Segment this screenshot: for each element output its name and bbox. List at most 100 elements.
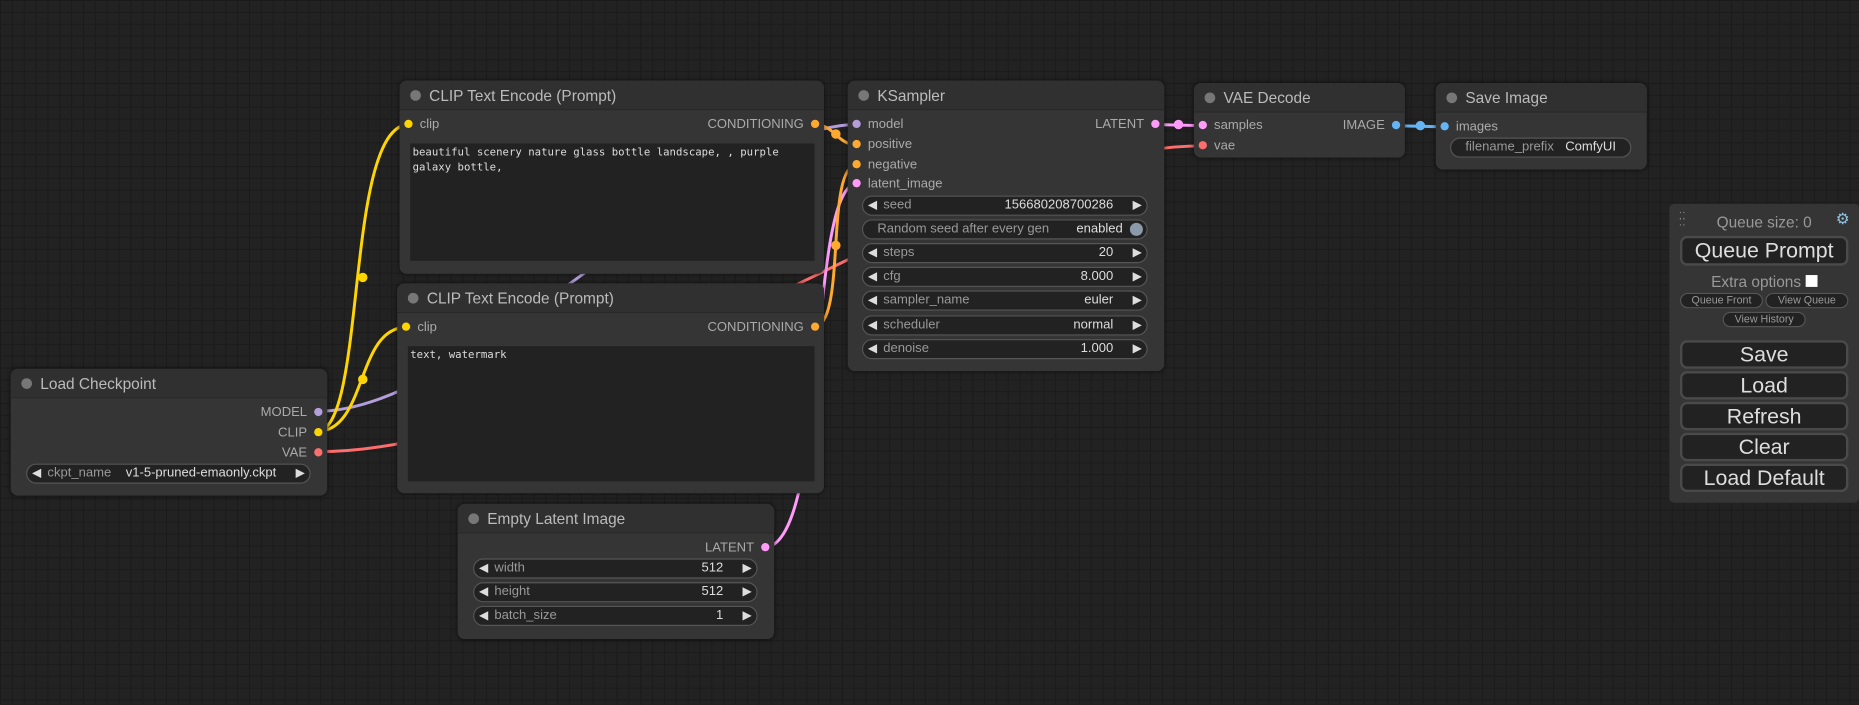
arrow-right-icon[interactable]: ▶ (742, 585, 752, 599)
denoise-widget[interactable]: ◀ denoise 1.000 ▶ (861, 338, 1148, 359)
link-center[interactable] (358, 374, 368, 385)
node-title[interactable]: CLIP Text Encode (Prompt) (397, 283, 824, 313)
height-widget[interactable]: ◀ height 512 ▶ (473, 582, 758, 603)
widget-label: ckpt_name (47, 465, 112, 481)
arrow-right-icon[interactable]: ▶ (1132, 294, 1142, 308)
arrow-right-icon[interactable]: ▶ (1132, 270, 1142, 284)
collapse-dot-icon[interactable] (858, 90, 870, 101)
arrow-left-icon[interactable]: ◀ (32, 467, 42, 481)
arrow-left-icon[interactable]: ◀ (867, 294, 877, 308)
slot-label: positive (867, 137, 913, 152)
output-latent[interactable]: LATENT (705, 539, 774, 556)
widget-value: 20 (1098, 245, 1114, 260)
node-empty-latent-image[interactable]: Empty Latent Image LATENT ◀ width 512 ▶ ◀ hei… (457, 503, 775, 640)
output-model[interactable]: MODEL (261, 404, 328, 421)
collapse-dot-icon[interactable] (1204, 92, 1216, 104)
input-negative[interactable]: negative (848, 156, 917, 173)
node-title[interactable]: KSampler (847, 80, 1165, 111)
collapse-dot-icon[interactable] (1446, 92, 1458, 104)
arrow-right-icon[interactable]: ▶ (1132, 342, 1142, 356)
arrow-left-icon[interactable]: ◀ (867, 199, 877, 213)
arrow-left-icon[interactable]: ◀ (867, 270, 877, 284)
collapse-dot-icon[interactable] (468, 513, 479, 525)
slot-label: CONDITIONING (707, 320, 804, 335)
scheduler-widget[interactable]: ◀ scheduler normal ▶ (861, 314, 1148, 336)
arrow-left-icon[interactable]: ◀ (478, 609, 489, 623)
node-clip-text-encode-negative[interactable]: CLIP Text Encode (Prompt) clip CONDITION… (397, 283, 824, 494)
sampler-name-widget[interactable]: ◀ sampler_name euler ▶ (861, 290, 1148, 312)
queue-prompt-button[interactable]: Queue Prompt (1679, 235, 1849, 266)
arrow-left-icon[interactable]: ◀ (478, 585, 489, 599)
slot-label: VAE (281, 445, 308, 461)
clear-button[interactable]: Clear (1679, 432, 1849, 462)
node-save-image[interactable]: Save Image images filename_prefix ComfyUI (1435, 82, 1647, 170)
node-load-checkpoint[interactable]: Load Checkpoint MODEL CLIP VAE ◀ ckpt_nam… (10, 368, 328, 496)
output-image[interactable]: IMAGE (1343, 117, 1405, 134)
link-center[interactable] (831, 240, 841, 251)
extra-options: Extra options (1669, 273, 1859, 290)
node-title[interactable]: VAE Decode (1193, 82, 1405, 113)
title-text: Save Image (1465, 88, 1548, 107)
seed-widget[interactable]: ◀ seed 156680208700286 ▶ (861, 195, 1148, 216)
node-ksampler[interactable]: KSampler model positive negative latent_… (847, 80, 1165, 372)
arrow-right-icon[interactable]: ▶ (1132, 246, 1142, 260)
extra-options-checkbox[interactable] (1805, 275, 1818, 287)
input-vae[interactable]: vae (1194, 138, 1235, 155)
collapse-dot-icon[interactable] (407, 292, 419, 304)
input-latent-image[interactable]: latent_image (848, 175, 943, 192)
node-vae-decode[interactable]: VAE Decode samples vae IMAGE (1193, 82, 1405, 158)
link-center[interactable] (1173, 119, 1184, 130)
input-clip[interactable]: clip (397, 319, 437, 336)
node-clip-text-encode-positive[interactable]: CLIP Text Encode (Prompt) clip CONDITION… (399, 80, 824, 274)
node-title[interactable]: Load Checkpoint (10, 368, 328, 399)
refresh-button[interactable]: Refresh (1679, 401, 1849, 431)
output-conditioning[interactable]: CONDITIONING (707, 319, 824, 336)
batch-size-widget[interactable]: ◀ batch_size 1 ▶ (473, 605, 758, 626)
arrow-right-icon[interactable]: ▶ (1132, 199, 1142, 213)
prompt-textarea[interactable]: text, watermark (407, 346, 815, 482)
arrow-right-icon[interactable]: ▶ (1132, 318, 1142, 332)
output-clip[interactable]: CLIP (278, 424, 327, 441)
random-seed-toggle[interactable]: Random seed after every gen enabled (861, 219, 1148, 240)
output-latent[interactable]: LATENT (1095, 116, 1164, 133)
link-center[interactable] (358, 272, 368, 283)
load-button[interactable]: Load (1679, 371, 1849, 400)
arrow-left-icon[interactable]: ◀ (867, 342, 877, 356)
link-center[interactable] (831, 129, 841, 139)
arrow-right-icon[interactable]: ▶ (742, 609, 752, 623)
input-images[interactable]: images (1436, 119, 1498, 136)
node-title[interactable]: Empty Latent Image (457, 503, 775, 534)
collapse-dot-icon[interactable] (410, 90, 421, 101)
load-default-button[interactable]: Load Default (1679, 463, 1849, 493)
drag-handle-icon[interactable]: ⁚⁚ ⁚⁚ (1678, 209, 1686, 228)
arrow-right-icon[interactable]: ▶ (295, 467, 305, 481)
collapse-dot-icon[interactable] (21, 378, 33, 389)
link-center[interactable] (1415, 120, 1426, 131)
save-button[interactable]: Save (1679, 340, 1849, 369)
width-widget[interactable]: ◀ width 512 ▶ (473, 558, 758, 579)
input-samples[interactable]: samples (1194, 117, 1263, 134)
arrow-left-icon[interactable]: ◀ (478, 561, 489, 576)
steps-widget[interactable]: ◀ steps 20 ▶ (861, 243, 1148, 264)
arrow-left-icon[interactable]: ◀ (867, 318, 877, 332)
settings-gear-icon[interactable]: ⚙ (1835, 209, 1850, 228)
slot-label: CONDITIONING (707, 117, 804, 132)
ckpt-name-combo[interactable]: ◀ ckpt_name v1-5-pruned-emaonly.ckpt ▶ (26, 463, 311, 484)
node-title[interactable]: Save Image (1435, 82, 1647, 113)
widget-label: filename_prefix (1465, 139, 1554, 155)
output-conditioning[interactable]: CONDITIONING (707, 116, 824, 133)
filename-prefix-input[interactable]: filename_prefix ComfyUI (1449, 137, 1632, 158)
input-clip[interactable]: clip (400, 116, 439, 133)
input-model[interactable]: model (848, 116, 903, 133)
output-vae[interactable]: VAE (282, 445, 327, 462)
arrow-right-icon[interactable]: ▶ (742, 561, 752, 576)
arrow-left-icon[interactable]: ◀ (867, 246, 877, 260)
input-positive[interactable]: positive (848, 136, 912, 153)
view-queue-button[interactable]: View Queue (1765, 292, 1849, 309)
prompt-textarea[interactable]: beautiful scenery nature glass bottle la… (410, 143, 815, 261)
queue-front-button[interactable]: Queue Front (1679, 292, 1763, 309)
cfg-widget[interactable]: ◀ cfg 8.000 ▶ (861, 266, 1148, 288)
node-title[interactable]: CLIP Text Encode (Prompt) (399, 80, 824, 111)
view-history-button[interactable]: View History (1722, 311, 1806, 328)
